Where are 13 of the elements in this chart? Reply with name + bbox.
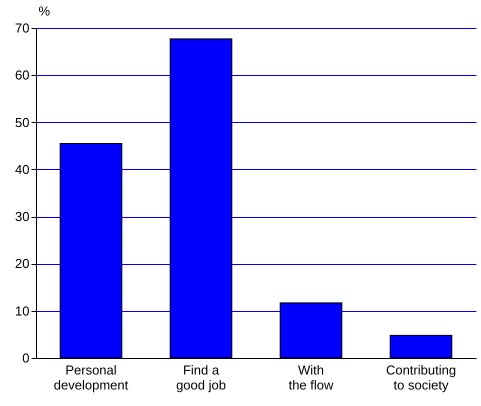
y-tick-label: 60 [15,68,30,83]
y-tick-label: 20 [15,256,30,272]
y-tick-label: 30 [15,209,30,224]
y-tick-label: 40 [15,162,30,177]
x-tick-label: Personal development [54,362,129,392]
y-tick-label: 50 [15,114,30,130]
x-tick-label: Contributing to society [386,362,456,392]
x-tick-label: With the flow [288,362,334,392]
y-tick-label: 0 [22,350,30,366]
y-axis-title: % [38,4,50,18]
x-tick-label: Find a good job [176,362,226,392]
y-tick-label: 70 [15,20,30,36]
y-tick-label: 10 [15,303,30,318]
